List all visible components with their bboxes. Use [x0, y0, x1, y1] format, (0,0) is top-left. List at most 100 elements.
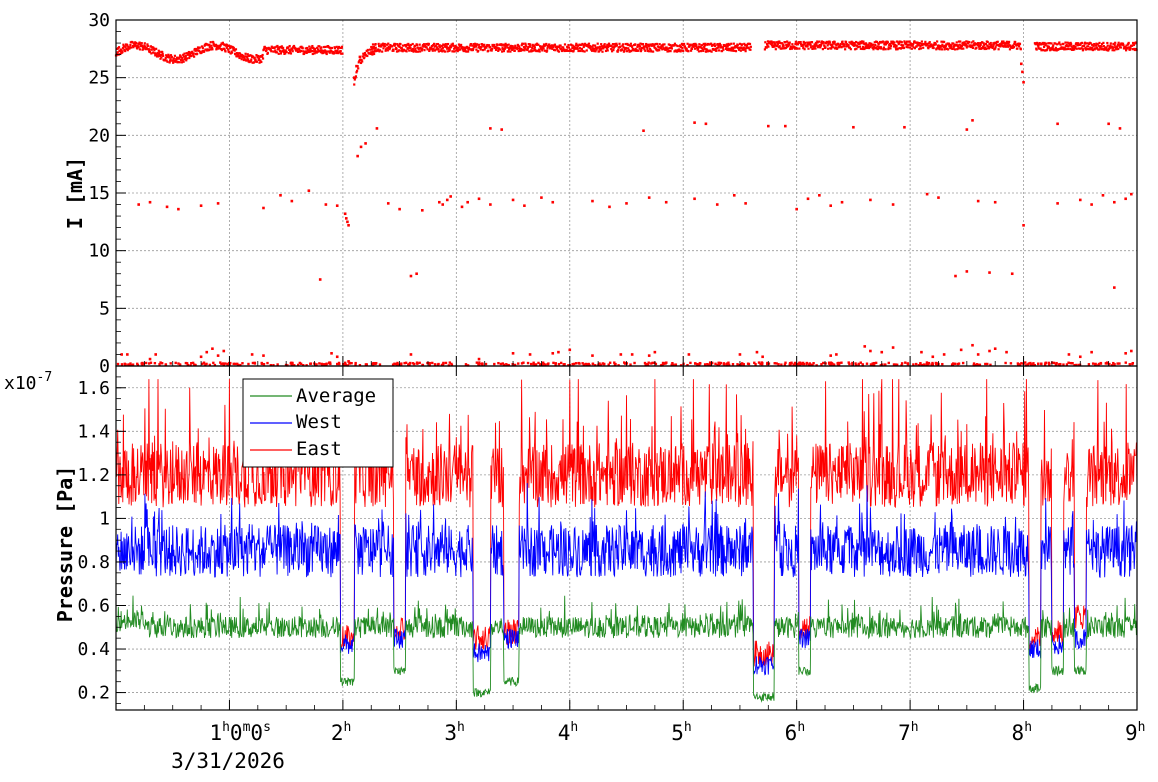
current-point — [788, 43, 791, 46]
current-point — [210, 48, 213, 51]
current-point — [421, 209, 424, 212]
current-point — [634, 43, 637, 46]
current-point — [765, 43, 769, 46]
current-point — [324, 50, 327, 53]
current-point — [580, 48, 584, 51]
current-point — [593, 47, 596, 50]
current-point — [322, 49, 325, 52]
current-point — [246, 53, 249, 56]
current-point — [704, 122, 708, 126]
current-point — [964, 44, 967, 47]
current-point — [265, 49, 268, 52]
current-point — [170, 55, 173, 58]
current-point — [541, 363, 544, 366]
current-point — [272, 50, 275, 53]
current-point — [157, 49, 160, 52]
current-point — [802, 362, 806, 366]
current-point — [713, 44, 717, 48]
current-point — [1020, 362, 1023, 365]
current-point — [818, 40, 821, 43]
current-point — [854, 44, 857, 47]
current-point — [725, 46, 728, 49]
current-point — [138, 42, 141, 45]
current-point — [793, 361, 797, 365]
current-point — [1107, 122, 1110, 126]
current-point — [312, 50, 315, 53]
current-point — [249, 54, 252, 57]
current-point — [359, 61, 363, 65]
legend: Average West East — [242, 378, 394, 468]
current-point — [547, 362, 550, 365]
current-point — [378, 44, 381, 48]
current-point — [655, 42, 659, 46]
current-point — [696, 46, 699, 49]
current-point — [698, 363, 701, 367]
current-point — [931, 361, 934, 365]
current-point — [408, 363, 411, 366]
current-point — [501, 46, 504, 49]
current-point — [1117, 47, 1120, 51]
current-point — [235, 51, 238, 55]
current-point — [244, 55, 247, 58]
current-point — [1052, 44, 1055, 47]
current-point — [876, 48, 879, 51]
current-point — [794, 42, 797, 46]
current-point — [124, 49, 127, 53]
current-point — [964, 43, 968, 46]
current-point — [433, 49, 437, 52]
current-point — [972, 362, 976, 365]
current-point — [1057, 48, 1060, 51]
current-point — [693, 47, 697, 50]
current-point — [680, 42, 684, 46]
current-point — [1116, 362, 1119, 365]
current-point — [1007, 40, 1011, 43]
current-point — [786, 40, 789, 43]
current-point — [448, 361, 452, 364]
current-point — [957, 40, 961, 43]
current-point — [987, 45, 990, 48]
current-point — [506, 46, 509, 49]
current-point — [778, 40, 781, 43]
current-point — [1086, 42, 1089, 45]
current-point — [717, 46, 720, 49]
current-point — [337, 45, 341, 49]
current-point — [961, 41, 964, 44]
current-point — [984, 42, 988, 46]
current-point — [234, 53, 237, 56]
current-point — [565, 49, 568, 52]
current-point — [1091, 362, 1095, 365]
current-point — [769, 42, 773, 45]
current-point — [396, 361, 399, 365]
current-point — [116, 51, 119, 54]
current-point — [199, 204, 203, 207]
current-point — [925, 361, 929, 364]
current-point — [1068, 44, 1071, 47]
current-point — [990, 44, 993, 47]
current-point — [185, 52, 188, 55]
current-point — [581, 50, 584, 53]
current-point — [943, 48, 946, 51]
current-point — [602, 45, 605, 48]
pressure-ytick-label: 0.6 — [77, 595, 110, 616]
pressure-ytick-label: 1.6 — [77, 378, 110, 399]
current-point — [872, 364, 876, 367]
current-point — [381, 43, 384, 47]
current-point — [867, 43, 870, 46]
current-point — [792, 363, 795, 366]
current-point — [280, 45, 283, 48]
current-point — [158, 52, 161, 56]
current-point — [694, 362, 697, 365]
current-point — [583, 44, 586, 47]
current-point — [184, 55, 187, 58]
current-point — [407, 42, 410, 46]
current-point — [554, 49, 557, 52]
current-point — [1042, 43, 1045, 46]
current-point — [216, 45, 219, 48]
current-point — [1124, 361, 1127, 364]
current-point — [1012, 45, 1015, 49]
current-point — [265, 47, 269, 50]
current-point — [508, 48, 511, 51]
current-point — [322, 51, 325, 55]
current-point — [266, 51, 269, 55]
current-point — [794, 40, 797, 43]
